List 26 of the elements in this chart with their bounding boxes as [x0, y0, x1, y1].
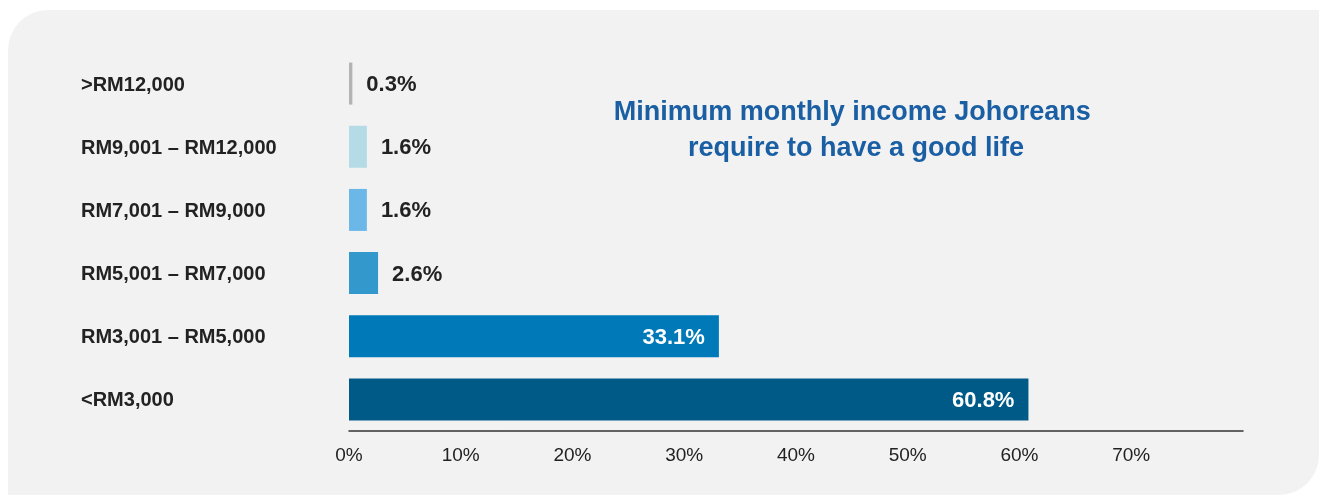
- y-tick-label: RM5,001 – RM7,000: [81, 262, 266, 285]
- x-tick-label: 0%: [335, 444, 363, 465]
- y-tick-label: RM3,001 – RM5,000: [81, 325, 266, 348]
- bar: [349, 378, 1029, 421]
- x-tick-label: 70%: [1112, 444, 1151, 465]
- data-label: 1.6%: [380, 134, 432, 160]
- data-label: 33.1%: [642, 323, 705, 349]
- y-tick-label: >RM12,000: [81, 72, 185, 95]
- data-label: 0.3%: [366, 71, 417, 97]
- x-tick-label: 20%: [553, 444, 592, 465]
- y-tick-label: RM9,001 – RM12,000: [81, 135, 277, 158]
- x-tick-label: 60%: [1000, 444, 1039, 465]
- y-tick-label: <RM3,000: [81, 388, 174, 411]
- y-tick-label: RM7,001 – RM9,000: [81, 198, 266, 221]
- bar: [349, 188, 367, 231]
- x-tick-label: 30%: [665, 444, 704, 465]
- bar: [349, 315, 719, 358]
- data-label: 1.6%: [380, 197, 432, 223]
- x-tick-label: 50%: [888, 444, 927, 465]
- text: Minimum monthly income Johoreans require to have a good life: [613, 96, 1099, 162]
- x-tick-label: 40%: [776, 444, 816, 465]
- bar: [349, 252, 379, 295]
- data-label: 2.6%: [392, 260, 443, 286]
- data-label: 60.8%: [952, 386, 1015, 412]
- bar: [349, 125, 367, 168]
- x-tick-label: 10%: [441, 444, 480, 465]
